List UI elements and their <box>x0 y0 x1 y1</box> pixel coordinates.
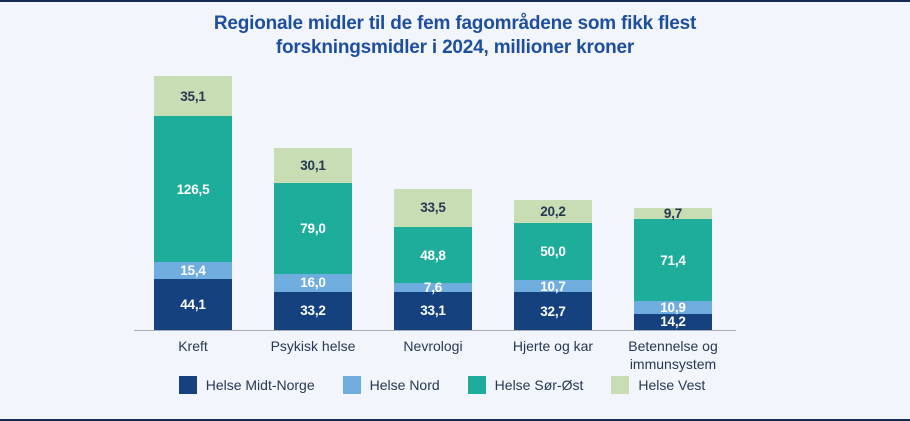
bar-betennelse-og-immunsystem: 14,2 10,9 71,4 9,7 Betennelse og immunsystem <box>628 206 718 371</box>
category-label: Hjerte og kar <box>512 338 594 354</box>
bar-segment-helse-vest: 35,1 <box>154 76 232 117</box>
legend-item-helse-midt-norge: Helse Midt-Norge <box>178 376 315 394</box>
category-label: Nevrologi <box>403 338 463 354</box>
legend-swatch <box>467 376 486 394</box>
segment-value-label: 50,0 <box>540 243 566 259</box>
bar-segment-helse-nord: 7,6 <box>394 280 472 296</box>
legend-swatch <box>342 376 361 394</box>
segment-value-label: 44,1 <box>180 297 206 313</box>
legend-label: Helse Sør-Øst <box>494 377 584 393</box>
segment-value-label: 79,0 <box>300 220 326 236</box>
category-label: Betennelse og immunsystem <box>628 338 718 372</box>
segment-value-label: 30,1 <box>300 157 326 173</box>
bar-segment-helse-vest: 33,5 <box>394 188 472 228</box>
segment-value-label: 15,4 <box>180 263 206 278</box>
segment-value-label: 71,4 <box>660 252 686 268</box>
bar-segment-helse-midt-norge: 32,7 <box>514 292 592 330</box>
bar-segment-helse-sør-øst: 79,0 <box>274 182 352 274</box>
chart-title-line-1: Regionale midler til de fem fagområdene … <box>213 13 697 34</box>
bar-segment-helse-sør-øst: 50,0 <box>514 222 592 281</box>
category-label: Psykisk helse <box>270 338 356 354</box>
segment-value-label: 10,9 <box>660 299 686 315</box>
segment-value-label: 20,2 <box>540 203 566 219</box>
segment-value-label: 126,5 <box>176 181 210 197</box>
segment-value-label: 33,5 <box>420 200 446 216</box>
bar-segment-helse-vest: 30,1 <box>274 148 352 183</box>
bottom-border <box>0 419 910 421</box>
bar-segment-helse-nord: 10,9 <box>634 299 712 315</box>
bar-segment-helse-midt-norge: 44,1 <box>154 279 232 330</box>
legend-label: Helse Midt-Norge <box>205 377 315 393</box>
segment-value-label: 10,7 <box>540 278 566 294</box>
bar-kreft: 44,1 15,4 126,5 35,1 Kreft <box>154 76 232 354</box>
bar-segment-helse-nord: 16,0 <box>274 273 352 292</box>
bar-segment-helse-nord: 15,4 <box>154 261 232 280</box>
segment-value-label: 9,7 <box>663 206 683 222</box>
segment-value-label: 48,8 <box>420 247 446 263</box>
bar-segment-helse-vest: 20,2 <box>514 199 592 223</box>
legend-item-helse-nord: Helse Nord <box>342 376 440 394</box>
segment-value-label: 7,6 <box>423 280 443 296</box>
legend-item-helse-sør-øst: Helse Sør-Øst <box>467 376 584 394</box>
bar-segment-helse-sør-øst: 71,4 <box>634 219 712 302</box>
x-axis-line <box>134 330 736 331</box>
category-label: Kreft <box>178 338 208 354</box>
segment-value-label: 14,2 <box>660 314 686 330</box>
legend-label: Helse Vest <box>638 377 706 393</box>
segment-value-label: 32,7 <box>540 303 566 319</box>
legend: Helse Midt-Norge Helse Nord Helse Sør-Øst H… <box>0 376 884 394</box>
bars-container: 44,1 15,4 126,5 35,1 Kreft 33,2 16,0 79,0 30,1 Ps… <box>154 76 718 372</box>
bar-segment-helse-sør-øst: 48,8 <box>394 227 472 284</box>
bar-nevrologi: 33,1 7,6 48,8 33,5 Nevrologi <box>394 188 472 354</box>
legend-swatch <box>611 376 630 394</box>
top-border <box>0 0 910 2</box>
segment-value-label: 35,1 <box>180 88 206 104</box>
bar-segment-helse-midt-norge: 14,2 <box>634 313 712 330</box>
bar-segment-helse-nord: 10,7 <box>514 278 592 294</box>
bar-segment-helse-midt-norge: 33,1 <box>394 291 472 330</box>
segment-value-label: 33,2 <box>300 303 326 319</box>
chart-title: Regionale midler til de fem fagområdene … <box>0 12 910 60</box>
legend-item-helse-vest: Helse Vest <box>611 376 705 394</box>
bar-segment-helse-sør-øst: 126,5 <box>154 116 232 262</box>
bar-segment-helse-midt-norge: 33,2 <box>274 291 352 330</box>
legend-swatch <box>178 376 197 394</box>
bar-segment-helse-vest: 9,7 <box>634 206 712 222</box>
bar-hjerte-og-kar: 32,7 10,7 50,0 20,2 Hjerte og kar <box>513 199 593 354</box>
legend-label: Helse Nord <box>369 377 440 393</box>
segment-value-label: 16,0 <box>300 275 326 291</box>
segment-value-label: 33,1 <box>420 303 446 319</box>
bar-psykisk-helse: 33,2 16,0 79,0 30,1 Psykisk helse <box>271 148 355 354</box>
chart-title-line-2: forskningsmidler i 2024, millioner krone… <box>275 36 635 58</box>
